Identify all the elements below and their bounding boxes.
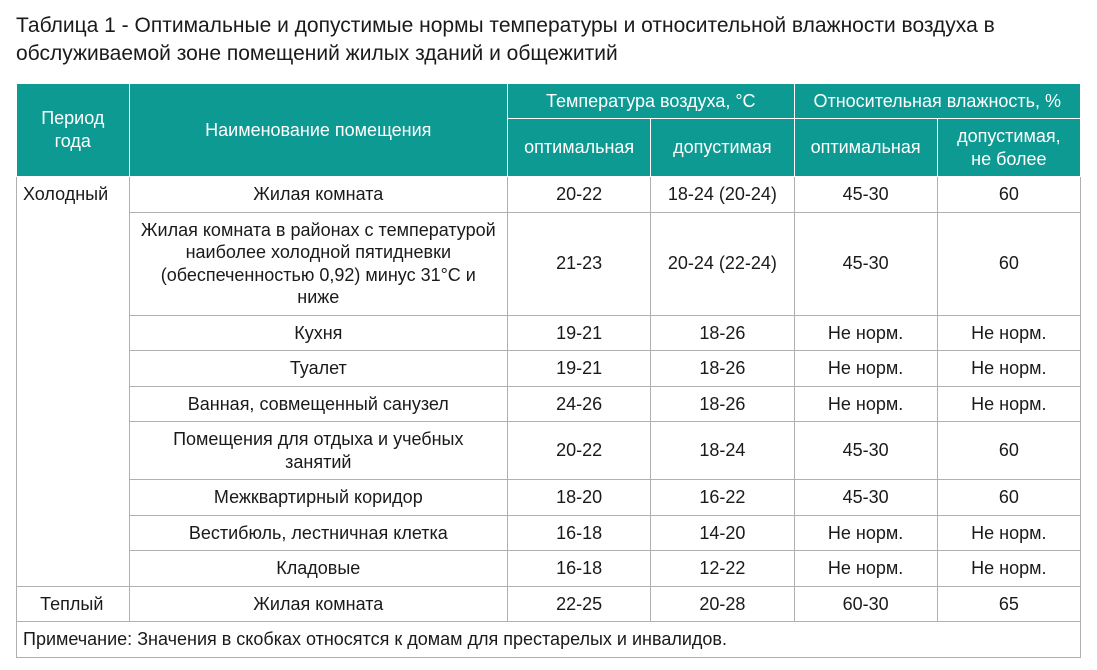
temp-opt: 20-22: [508, 422, 651, 480]
temp-opt: 21-23: [508, 212, 651, 315]
hum-opt: Не норм.: [794, 515, 937, 551]
table-row: Теплый Жилая комната 22-25 20-28 60-30 6…: [17, 586, 1081, 622]
hum-allow: 60: [937, 422, 1080, 480]
header-name: Наименование помещения: [129, 83, 508, 177]
hum-opt: Не норм.: [794, 351, 937, 387]
temp-opt: 20-22: [508, 177, 651, 213]
header-temp-group: Температура воздуха, °С: [508, 83, 794, 119]
hum-allow: 65: [937, 586, 1080, 622]
norms-table: Период года Наименование помещения Темпе…: [16, 83, 1081, 658]
hum-allow: Не норм.: [937, 551, 1080, 587]
hum-allow: Не норм.: [937, 315, 1080, 351]
footnote: Примечание: Значения в скобках относятся…: [17, 622, 1081, 658]
table-row: Жилая комната в районах с температурой н…: [17, 212, 1081, 315]
hum-opt: 45-30: [794, 480, 937, 516]
table-row: Холодный Жилая комната 20-22 18-24 (20-2…: [17, 177, 1081, 213]
temp-allow: 18-26: [651, 315, 794, 351]
temp-allow: 20-24 (22-24): [651, 212, 794, 315]
table-row: Туалет 19-21 18-26 Не норм. Не норм.: [17, 351, 1081, 387]
hum-allow: 60: [937, 480, 1080, 516]
temp-allow: 18-24 (20-24): [651, 177, 794, 213]
room-name: Ванная, совмещенный санузел: [129, 386, 508, 422]
temp-opt: 24-26: [508, 386, 651, 422]
temp-allow: 20-28: [651, 586, 794, 622]
hum-opt: Не норм.: [794, 386, 937, 422]
hum-opt: Не норм.: [794, 315, 937, 351]
table-row: Межквартирный коридор 18-20 16-22 45-30 …: [17, 480, 1081, 516]
hum-allow: 60: [937, 177, 1080, 213]
header-hum-group: Относительная влажность, %: [794, 83, 1081, 119]
period-warm: Теплый: [17, 586, 130, 622]
table-header: Период года Наименование помещения Темпе…: [17, 83, 1081, 177]
room-name: Кладовые: [129, 551, 508, 587]
hum-allow: Не норм.: [937, 351, 1080, 387]
hum-opt: 45-30: [794, 422, 937, 480]
temp-allow: 18-26: [651, 386, 794, 422]
table-row: Помещения для отдыха и учебных занятий 2…: [17, 422, 1081, 480]
table-row: Кухня 19-21 18-26 Не норм. Не норм.: [17, 315, 1081, 351]
room-name: Кухня: [129, 315, 508, 351]
hum-allow: 60: [937, 212, 1080, 315]
room-name: Жилая комната: [129, 586, 508, 622]
hum-opt: 45-30: [794, 212, 937, 315]
hum-opt: 60-30: [794, 586, 937, 622]
temp-opt: 16-18: [508, 515, 651, 551]
header-temp-allow: допустимая: [651, 119, 794, 177]
period-cold: Холодный: [17, 177, 130, 587]
room-name: Межквартирный коридор: [129, 480, 508, 516]
header-hum-opt: оптимальная: [794, 119, 937, 177]
hum-allow: Не норм.: [937, 386, 1080, 422]
hum-opt: Не норм.: [794, 551, 937, 587]
room-name: Туалет: [129, 351, 508, 387]
temp-opt: 18-20: [508, 480, 651, 516]
table-title: Таблица 1 - Оптимальные и допустимые нор…: [16, 12, 1081, 69]
temp-opt: 19-21: [508, 315, 651, 351]
temp-allow: 18-26: [651, 351, 794, 387]
room-name: Помещения для отдыха и учебных занятий: [129, 422, 508, 480]
room-name: Жилая комната: [129, 177, 508, 213]
footnote-row: Примечание: Значения в скобках относятся…: [17, 622, 1081, 658]
table-row: Кладовые 16-18 12-22 Не норм. Не норм.: [17, 551, 1081, 587]
table-row: Вестибюль, лестничная клетка 16-18 14-20…: [17, 515, 1081, 551]
header-period: Период года: [17, 83, 130, 177]
hum-allow: Не норм.: [937, 515, 1080, 551]
temp-allow: 18-24: [651, 422, 794, 480]
room-name: Жилая комната в районах с температурой н…: [129, 212, 508, 315]
temp-allow: 12-22: [651, 551, 794, 587]
temp-opt: 19-21: [508, 351, 651, 387]
temp-opt: 16-18: [508, 551, 651, 587]
temp-allow: 14-20: [651, 515, 794, 551]
header-temp-opt: оптимальная: [508, 119, 651, 177]
table-row: Ванная, совмещенный санузел 24-26 18-26 …: [17, 386, 1081, 422]
room-name: Вестибюль, лестничная клетка: [129, 515, 508, 551]
temp-opt: 22-25: [508, 586, 651, 622]
hum-opt: 45-30: [794, 177, 937, 213]
header-hum-allow: допустимая, не более: [937, 119, 1080, 177]
temp-allow: 16-22: [651, 480, 794, 516]
